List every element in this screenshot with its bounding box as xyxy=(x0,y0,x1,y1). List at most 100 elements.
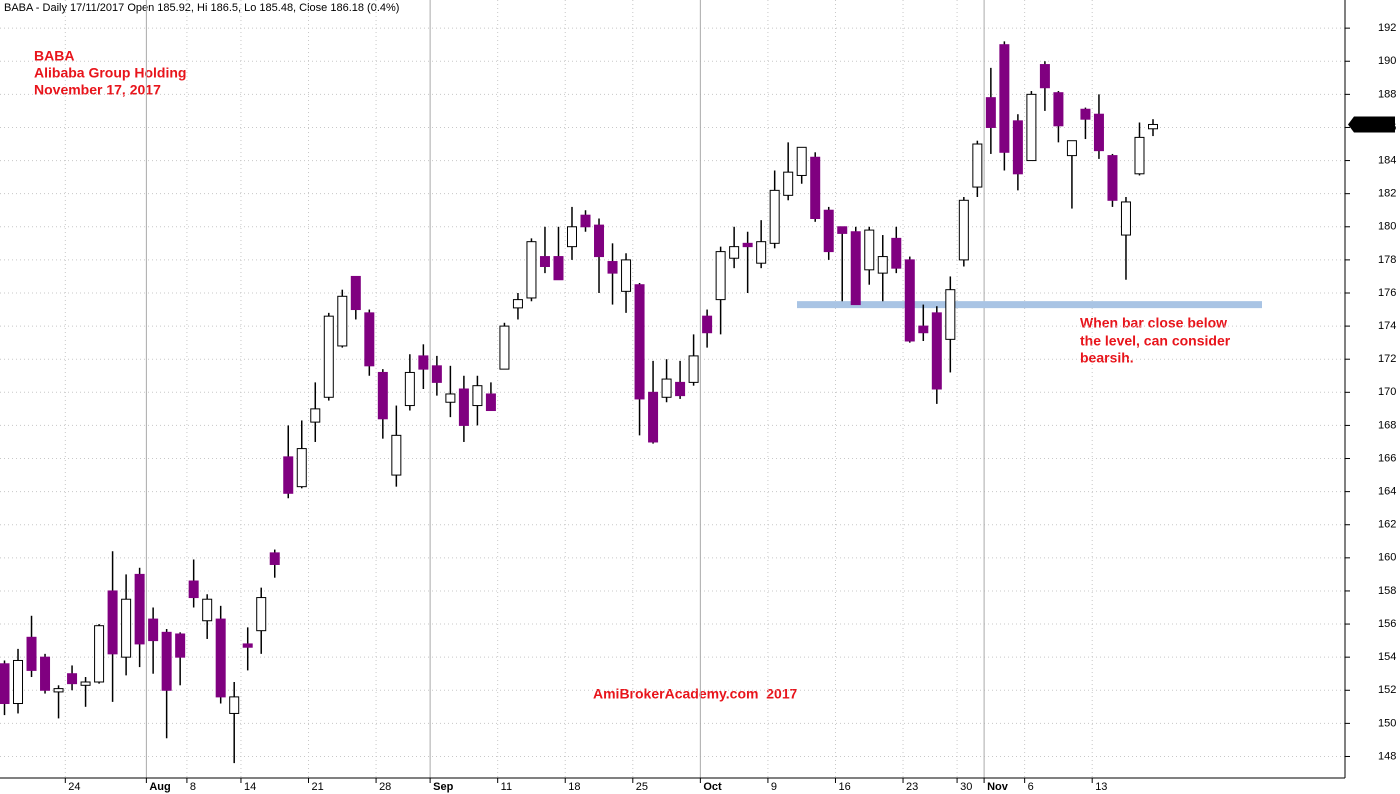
y-tick-label: 184 xyxy=(1378,154,1396,166)
y-tick-label: 156 xyxy=(1378,618,1396,630)
y-tick-label: 160 xyxy=(1378,552,1396,564)
candle-body xyxy=(756,241,767,264)
candle-body xyxy=(134,573,145,645)
price-badge xyxy=(1348,116,1395,133)
candle-body xyxy=(783,171,794,196)
candle-body xyxy=(675,381,686,397)
candle-body xyxy=(1012,120,1023,175)
candle-body xyxy=(1134,136,1145,175)
y-tick-label: 190 xyxy=(1378,55,1396,67)
y-tick-label: 170 xyxy=(1378,386,1396,398)
candle-body xyxy=(458,388,469,426)
candle-body xyxy=(715,251,726,301)
candle-body xyxy=(823,209,834,253)
y-tick-label: 166 xyxy=(1378,452,1396,464)
candle-body xyxy=(404,371,415,407)
y-tick-label: 176 xyxy=(1378,287,1396,299)
candle-body xyxy=(283,456,294,494)
candle-body xyxy=(1107,155,1118,201)
candle-body xyxy=(188,580,199,599)
candle-body xyxy=(472,385,483,407)
candle-body xyxy=(904,259,915,342)
candle-body xyxy=(539,256,550,268)
x-tick-label: 24 xyxy=(68,781,80,793)
y-tick-label: 174 xyxy=(1378,320,1396,332)
candle-body xyxy=(891,237,902,269)
candle-body xyxy=(945,289,956,340)
candle-body xyxy=(985,97,996,128)
candle-body xyxy=(702,315,713,334)
candle-body xyxy=(1053,92,1064,127)
candle-body xyxy=(53,688,64,693)
candle-body xyxy=(958,199,969,261)
candle-body xyxy=(431,365,442,383)
candle-body xyxy=(94,625,105,683)
candle-body xyxy=(742,242,753,248)
x-tick-label: 30 xyxy=(960,781,972,793)
candle-body xyxy=(526,241,537,299)
y-tick-label: 192 xyxy=(1378,22,1396,34)
candle-body xyxy=(553,256,564,281)
candle-body xyxy=(810,156,821,220)
candle-body xyxy=(215,618,226,698)
y-tick-label: 188 xyxy=(1378,88,1396,100)
candle-body xyxy=(1080,108,1091,120)
x-tick-label: 21 xyxy=(312,781,324,793)
x-tick-label: Aug xyxy=(149,781,170,793)
watermark: AmiBrokerAcademy.com 2017 xyxy=(593,686,798,702)
x-tick-label: Oct xyxy=(703,781,722,793)
candle-body xyxy=(1039,64,1050,89)
y-tick-label: 158 xyxy=(1378,585,1396,597)
x-tick-label: 28 xyxy=(379,781,391,793)
y-tick-label: 154 xyxy=(1378,651,1396,663)
candle-body xyxy=(445,393,456,403)
candle-body xyxy=(1066,140,1077,157)
y-tick-label: 150 xyxy=(1378,717,1396,729)
candle-body xyxy=(621,259,632,292)
candle-body xyxy=(26,636,37,671)
y-tick-label: 180 xyxy=(1378,221,1396,233)
x-tick-label: 16 xyxy=(838,781,850,793)
x-tick-label: 18 xyxy=(568,781,580,793)
candle-body xyxy=(242,643,253,648)
candle-body xyxy=(0,663,10,705)
annotation: Alibaba Group Holding xyxy=(34,65,186,81)
candle-body xyxy=(310,408,321,423)
candle-body xyxy=(566,226,577,248)
candle-body xyxy=(13,659,24,705)
candle-body xyxy=(999,44,1010,153)
y-tick-label: 164 xyxy=(1378,486,1396,498)
candle-body xyxy=(418,355,429,370)
candle-body xyxy=(648,391,659,443)
candle-body xyxy=(1120,201,1131,236)
y-tick-label: 162 xyxy=(1378,519,1396,531)
candle-body xyxy=(337,295,348,347)
candle-body xyxy=(377,371,388,420)
candle-body xyxy=(972,143,983,188)
x-tick-label: 11 xyxy=(501,781,512,793)
candle-body xyxy=(40,656,51,691)
candle-body xyxy=(296,448,307,488)
chart-header: BABA - Daily 17/11/2017 Open 185.92, Hi … xyxy=(4,2,399,14)
candle-body xyxy=(1093,113,1104,152)
candle-body xyxy=(634,284,645,400)
x-tick-label: 23 xyxy=(906,781,918,793)
y-tick-label: 152 xyxy=(1378,684,1396,696)
candle-body xyxy=(729,246,740,259)
candle-body xyxy=(485,393,496,412)
x-tick-label: 8 xyxy=(190,781,196,793)
candle-body xyxy=(931,312,942,390)
candle-body xyxy=(67,673,78,685)
note: bearsih. xyxy=(1080,350,1134,366)
x-tick-label: Sep xyxy=(433,781,453,793)
candle-body xyxy=(202,598,213,622)
candle-body xyxy=(256,597,267,632)
candle-body xyxy=(364,312,375,367)
x-tick-label: 6 xyxy=(1028,781,1034,793)
candle-body xyxy=(269,552,280,565)
candle-body xyxy=(323,315,334,398)
candle-body xyxy=(229,696,240,714)
candle-body xyxy=(148,618,159,642)
candle-body xyxy=(607,261,618,274)
